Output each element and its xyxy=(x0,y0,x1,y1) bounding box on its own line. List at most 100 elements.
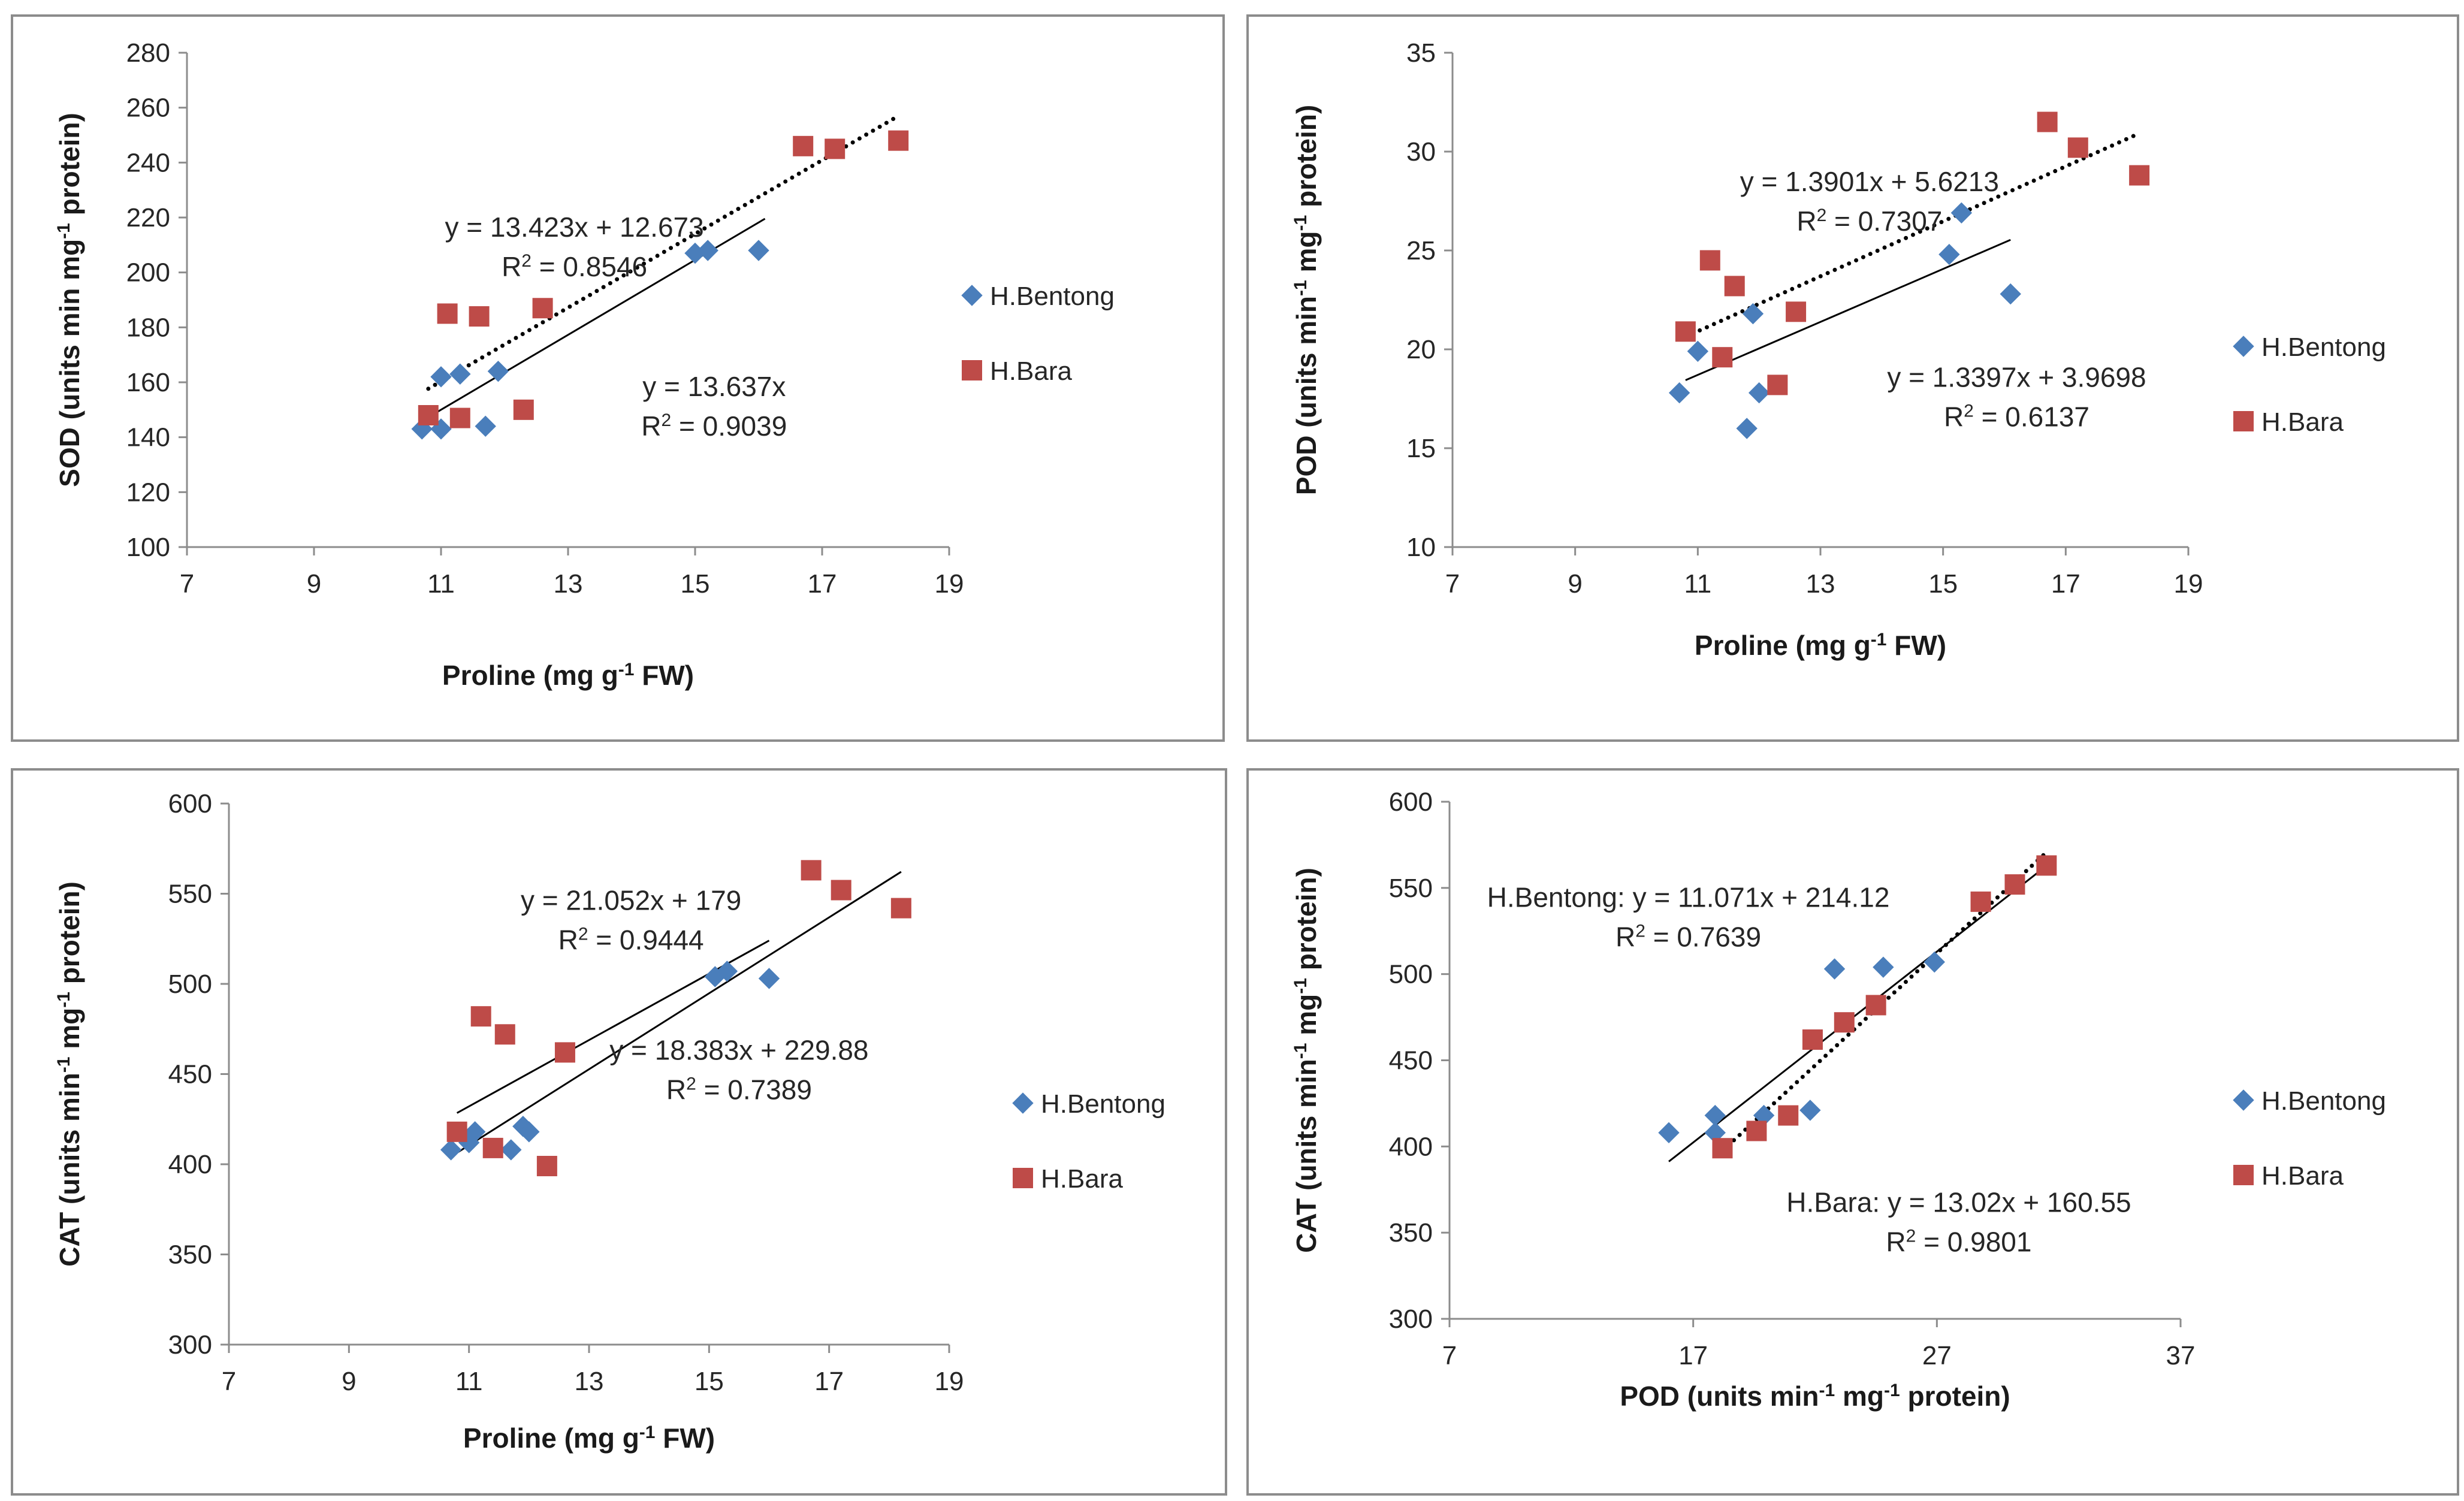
trend-equation: y = 1.3901x + 5.6213 xyxy=(1740,166,1999,197)
y-tick-label: 300 xyxy=(168,1330,212,1360)
y-tick-label: 400 xyxy=(1389,1132,1433,1161)
point-h-bara xyxy=(2036,855,2057,876)
x-tick-label: 13 xyxy=(1806,569,1835,599)
point-h-bara xyxy=(446,1121,467,1142)
legend-marker xyxy=(2233,411,2254,431)
chart-panel-pod-vs-proline: 10 15 20 25 30 35 7 9 11 13 15 17 19 Proline (mg g-1 … xyxy=(1246,14,2459,742)
y-axis-title: CAT (units min-1 mg-1 protein) xyxy=(54,881,86,1267)
y-tick-label: 350 xyxy=(168,1240,212,1270)
legend-label: H.Bentong xyxy=(1041,1089,1165,1119)
y-tick-label: 25 xyxy=(1406,236,1436,265)
trend-equation-part: y = 13.637x xyxy=(642,371,786,402)
y-axis-title-part: protein) xyxy=(54,113,85,223)
x-tick-label: 19 xyxy=(935,569,964,599)
chart-panel-sod-vs-proline: 100 120 140 160 180 200 220 240 260 280 7 9 11 13 15 17… xyxy=(11,14,1225,742)
y-axis-title-part: -1 xyxy=(54,223,74,239)
x-tick-label: 19 xyxy=(935,1367,964,1396)
r-squared-part: 2 xyxy=(1964,401,1974,421)
x-axis-title: Proline (mg g-1 FW) xyxy=(1695,630,1946,662)
trend-equation-part: y = 21.052x + 179 xyxy=(521,885,741,916)
point-h-bentong xyxy=(1924,951,1945,973)
y-axis-title: SOD (units min mg-1 protein) xyxy=(54,113,86,487)
point-h-bara xyxy=(1712,1138,1733,1159)
point-h-bara xyxy=(494,1024,515,1045)
point-h-bentong xyxy=(449,363,471,385)
trend-equation-part: H.Bara: y = 13.02x + 160.55 xyxy=(1786,1187,2131,1218)
point-h-bara xyxy=(1834,1012,1855,1033)
point-h-bara xyxy=(482,1137,503,1158)
legend-marker xyxy=(1013,1168,1033,1188)
x-axis-title-part: POD (units min xyxy=(1620,1381,1819,1412)
y-tick-label: 35 xyxy=(1406,38,1436,68)
x-tick-label: 11 xyxy=(427,569,455,599)
point-h-bentong xyxy=(464,1121,486,1143)
x-tick-label: 17 xyxy=(1678,1341,1708,1370)
y-axis-title-part: mg xyxy=(1291,994,1322,1043)
point-h-bara xyxy=(1724,276,1745,297)
x-tick-label: 13 xyxy=(554,569,583,599)
x-axis-title: POD (units min-1 mg-1 protein) xyxy=(1620,1381,2010,1412)
y-tick-label: 140 xyxy=(126,423,170,452)
x-tick-label: 13 xyxy=(575,1367,604,1396)
point-h-bentong xyxy=(716,961,738,982)
x-tick-label: 11 xyxy=(1684,569,1711,599)
r-squared-label: R2 = 0.9444 xyxy=(558,924,704,956)
x-axis-title-part: -1 xyxy=(1884,1381,1900,1400)
y-tick-label: 120 xyxy=(126,478,170,507)
legend-label: H.Bara xyxy=(1041,1164,1123,1194)
point-h-bara xyxy=(1712,347,1733,368)
point-h-bentong xyxy=(487,360,509,382)
trend-equation: y = 21.052x + 179 xyxy=(521,885,741,916)
x-axis-title-part: mg xyxy=(1835,1381,1884,1412)
x-tick-label: 7 xyxy=(1445,569,1460,599)
point-h-bentong xyxy=(518,1121,540,1143)
r-squared-label: R2 = 0.6137 xyxy=(1944,401,2089,433)
legend-marker xyxy=(2233,1089,2254,1111)
x-tick-label: 19 xyxy=(2174,569,2203,599)
point-h-bentong xyxy=(1823,958,1846,980)
x-tick-label: 37 xyxy=(2166,1341,2196,1370)
trend-equation: H.Bentong: y = 11.071x + 214.12 xyxy=(1487,881,1890,913)
r-squared-part: R xyxy=(1886,1227,1906,1258)
x-tick-label: 9 xyxy=(1568,569,1582,599)
r-squared-part: = 0.7389 xyxy=(696,1074,812,1105)
point-h-bentong xyxy=(2000,283,2021,305)
point-h-bara xyxy=(2129,165,2150,186)
point-h-bara xyxy=(1746,1121,1767,1141)
point-h-bara xyxy=(1675,321,1696,342)
y-axis-title-part: protein) xyxy=(1291,868,1322,978)
x-axis-title-part: -1 xyxy=(618,660,635,679)
trend-equation-part: H.Bentong: y = 11.071x + 214.12 xyxy=(1487,881,1890,913)
point-h-bara xyxy=(554,1042,575,1063)
point-h-bara xyxy=(418,405,439,425)
y-axis-title-part: protein) xyxy=(1291,105,1322,215)
point-h-bentong xyxy=(1658,1122,1680,1144)
point-h-bara xyxy=(1767,375,1788,395)
point-h-bentong xyxy=(475,415,496,437)
legend-marker xyxy=(2233,1165,2254,1185)
y-axis-title-part: SOD (units min mg xyxy=(54,239,85,487)
r-squared-label: R2 = 0.9801 xyxy=(1886,1226,2031,1258)
y-axis-title-part: -1 xyxy=(1291,978,1310,994)
x-tick-label: 7 xyxy=(180,569,194,599)
legend-label: H.Bara xyxy=(2261,407,2344,437)
y-axis-title-part: mg xyxy=(54,1008,85,1057)
point-h-bara xyxy=(513,399,534,420)
y-axis-title: POD (units min-1 mg-1 protein) xyxy=(1291,105,1322,495)
cat-vs-pod-chart: 300 350 400 450 500 550 600 7 17 27 37 POD (units m… xyxy=(1291,787,2386,1412)
trend-equation-part: y = 13.423x + 12.673 xyxy=(445,212,703,243)
trend-equation-part: y = 18.383x + 229.88 xyxy=(609,1034,868,1065)
legend-label: H.Bentong xyxy=(990,282,1115,311)
r-squared-part: 2 xyxy=(1906,1226,1916,1246)
r-squared-label: R2 = 0.7307 xyxy=(1796,206,1942,237)
x-tick-label: 9 xyxy=(307,569,321,599)
point-h-bentong xyxy=(1938,243,1960,265)
point-h-bentong xyxy=(1748,382,1770,404)
x-axis-title-part: -1 xyxy=(639,1423,656,1442)
y-tick-label: 15 xyxy=(1406,434,1436,463)
x-axis-title-part: -1 xyxy=(1871,630,1887,650)
point-h-bentong xyxy=(500,1139,522,1161)
r-squared-part: 2 xyxy=(578,924,588,944)
y-axis-title-part: -1 xyxy=(54,1057,74,1073)
point-h-bentong xyxy=(1873,956,1894,978)
